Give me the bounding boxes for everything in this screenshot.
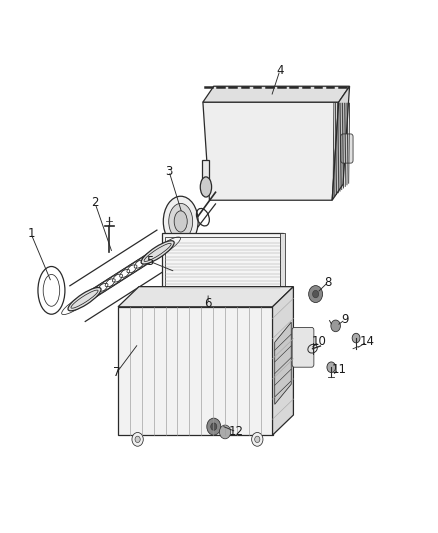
FancyBboxPatch shape <box>162 233 283 294</box>
Polygon shape <box>118 287 293 307</box>
Circle shape <box>135 436 140 442</box>
Polygon shape <box>272 287 293 435</box>
Ellipse shape <box>200 177 212 197</box>
Text: 14: 14 <box>360 335 374 348</box>
Polygon shape <box>203 102 339 200</box>
Circle shape <box>252 432 263 446</box>
Polygon shape <box>275 322 291 405</box>
Text: 5: 5 <box>146 255 153 268</box>
Circle shape <box>309 286 322 303</box>
Text: 11: 11 <box>331 364 346 376</box>
Ellipse shape <box>163 196 198 247</box>
Circle shape <box>254 436 260 442</box>
Ellipse shape <box>68 287 101 311</box>
Text: 6: 6 <box>205 297 212 310</box>
Circle shape <box>219 425 231 439</box>
Circle shape <box>211 423 217 430</box>
Ellipse shape <box>174 211 187 232</box>
Text: 3: 3 <box>165 165 173 177</box>
Ellipse shape <box>141 241 174 264</box>
Circle shape <box>207 418 221 435</box>
Circle shape <box>352 333 360 343</box>
Circle shape <box>327 362 336 373</box>
FancyBboxPatch shape <box>280 233 285 294</box>
Polygon shape <box>118 307 272 435</box>
Polygon shape <box>203 86 350 102</box>
FancyBboxPatch shape <box>292 327 314 367</box>
Polygon shape <box>332 86 350 200</box>
Text: 7: 7 <box>113 366 120 379</box>
Circle shape <box>313 290 319 298</box>
FancyBboxPatch shape <box>341 134 353 163</box>
Circle shape <box>132 432 143 446</box>
FancyBboxPatch shape <box>162 293 283 304</box>
Circle shape <box>331 320 340 332</box>
Text: 12: 12 <box>229 425 244 439</box>
Polygon shape <box>202 160 209 187</box>
Text: 9: 9 <box>342 313 349 326</box>
Text: 8: 8 <box>324 276 332 289</box>
Ellipse shape <box>169 204 193 239</box>
Text: 4: 4 <box>276 64 284 77</box>
Text: 2: 2 <box>91 196 99 209</box>
Text: 10: 10 <box>312 335 327 348</box>
Text: 1: 1 <box>27 227 35 240</box>
